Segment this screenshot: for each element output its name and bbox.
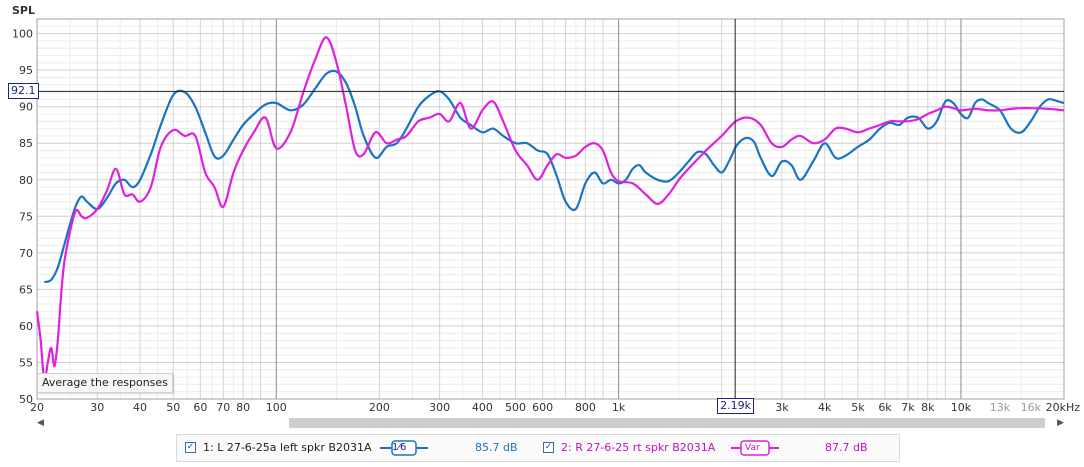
series-layer xyxy=(35,36,1065,383)
x-tick-label: 3k xyxy=(775,401,789,414)
y-tick-label: 70 xyxy=(19,247,33,260)
y-tick-label: 90 xyxy=(19,101,33,114)
average-tooltip: Average the responses xyxy=(37,373,173,393)
x-tick-label: 200 xyxy=(369,401,390,414)
y-tick-label: 95 xyxy=(19,64,33,77)
x-tick-label: 70 xyxy=(216,401,230,414)
plot-area[interactable] xyxy=(36,18,1065,400)
line-swatch-icon xyxy=(731,440,779,456)
x-tick-label: 600 xyxy=(532,401,553,414)
scroll-thumb[interactable] xyxy=(289,418,1045,428)
y-tick-label: 65 xyxy=(19,283,33,296)
minor-grid xyxy=(36,18,1065,399)
y-axis-label: SPL xyxy=(12,4,35,17)
x-tick-label: 400 xyxy=(472,401,493,414)
x-tick-label: 7k xyxy=(901,401,915,414)
legend-value: 85.7 dB xyxy=(475,441,518,454)
x-tick-label: 300 xyxy=(429,401,450,414)
x-tick-label: 13k xyxy=(990,401,1011,414)
y-tick-labels: 50 55 60 65 70 75 80 85 90 95 100 xyxy=(12,28,33,406)
legend-value: 87.7 dB xyxy=(825,441,868,454)
y-tick-label: 100 xyxy=(12,28,33,41)
x-tick-label: 1k xyxy=(612,401,626,414)
x-tick-label: 100 xyxy=(266,401,287,414)
x-tick-label: 4k xyxy=(818,401,832,414)
legend-label: 2: R 27-6-25 rt spkr B2031A xyxy=(561,441,716,454)
x-tick-label: 500 xyxy=(505,401,526,414)
y-tick-label: 75 xyxy=(19,210,33,223)
series-line-2 xyxy=(35,36,1065,383)
y-tick-label: 55 xyxy=(19,356,33,369)
frequency-response-chart[interactable]: SPL 50 55 60 65 70 75 80 85 90 95 100 20 30 40 50 60 70… xyxy=(0,0,1084,416)
x-tick-labels: 20 30 40 50 60 70 80 100 200 300 400 500 600 800 1k 3k 4… xyxy=(30,401,1080,414)
x-tick-label: 16k xyxy=(1021,401,1042,414)
x-tick-label: 30 xyxy=(90,401,104,414)
horizontal-scrollbar[interactable]: ◀ ▶ xyxy=(37,416,1064,430)
checkbox-icon[interactable]: ✓ xyxy=(543,442,554,453)
legend-bar: ✓ 1: L 27-6-25a left spkr B2031A 1⁄6 85.… xyxy=(176,434,900,462)
x-tick-label: 5k xyxy=(851,401,865,414)
cursor-x-readout: 2.19k xyxy=(717,398,755,414)
x-tick-label: 800 xyxy=(575,401,596,414)
x-tick-label: 20kHz xyxy=(1046,401,1081,414)
x-tick-label: 8k xyxy=(921,401,935,414)
x-tick-label: 80 xyxy=(236,401,250,414)
smoothing-badge[interactable]: 1⁄6 xyxy=(392,442,407,453)
x-tick-label: 20 xyxy=(30,401,44,414)
y-tick-label: 80 xyxy=(19,174,33,187)
smoothing-badge[interactable]: Var xyxy=(745,443,760,453)
x-tick-label: 6k xyxy=(878,401,892,414)
y-tick-label: 50 xyxy=(19,393,33,406)
cursor-layer xyxy=(37,19,1064,399)
x-tick-label: 40 xyxy=(133,401,147,414)
x-tick-label: 50 xyxy=(166,401,180,414)
legend-label: 1: L 27-6-25a left spkr B2031A xyxy=(203,441,372,454)
y-tick-label: 85 xyxy=(19,137,33,150)
series-line-1 xyxy=(43,69,1065,284)
x-tick-label: 10k xyxy=(951,401,972,414)
scroll-left-icon[interactable]: ◀ xyxy=(37,418,44,428)
scroll-right-icon[interactable]: ▶ xyxy=(1057,418,1064,428)
checkbox-icon[interactable]: ✓ xyxy=(185,442,196,453)
cursor-y-readout: 92.1 xyxy=(8,83,39,100)
y-tick-label: 60 xyxy=(19,320,33,333)
x-tick-label: 60 xyxy=(193,401,207,414)
line-swatch-icon xyxy=(380,440,428,456)
